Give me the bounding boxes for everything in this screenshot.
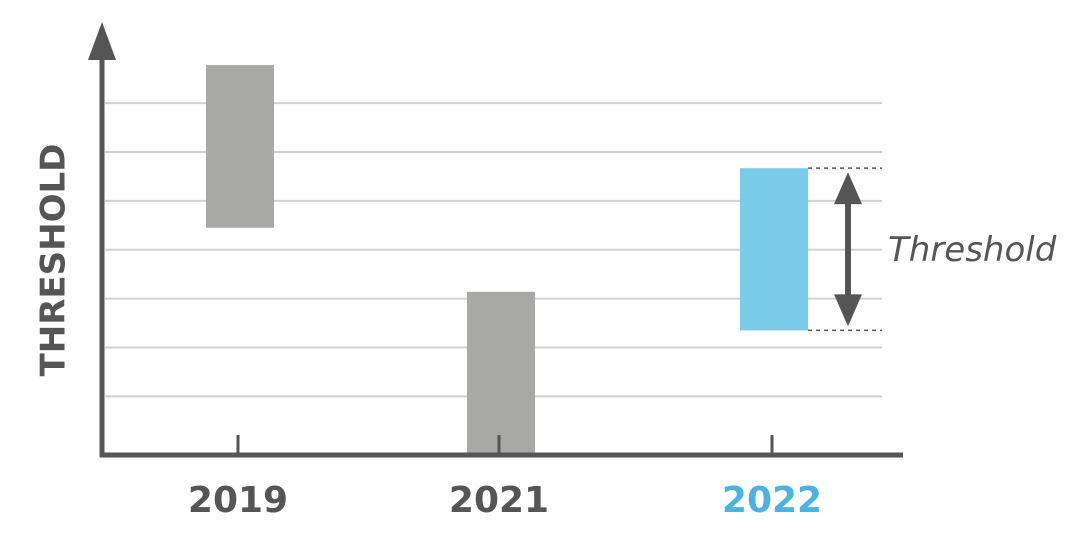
- bar: [206, 65, 274, 228]
- y-axis-label: THRESHOLD: [34, 144, 74, 377]
- bar: [740, 168, 808, 331]
- threshold-arrowhead: [834, 172, 862, 205]
- x-tick-label: 2022: [722, 480, 822, 521]
- x-tick-label: 2021: [449, 480, 549, 521]
- bar: [467, 291, 535, 455]
- y-axis-arrow: [88, 22, 116, 60]
- annotation: Threshold: [888, 230, 1057, 270]
- x-tick-label: 2019: [188, 480, 288, 521]
- threshold-arrowhead: [834, 294, 862, 327]
